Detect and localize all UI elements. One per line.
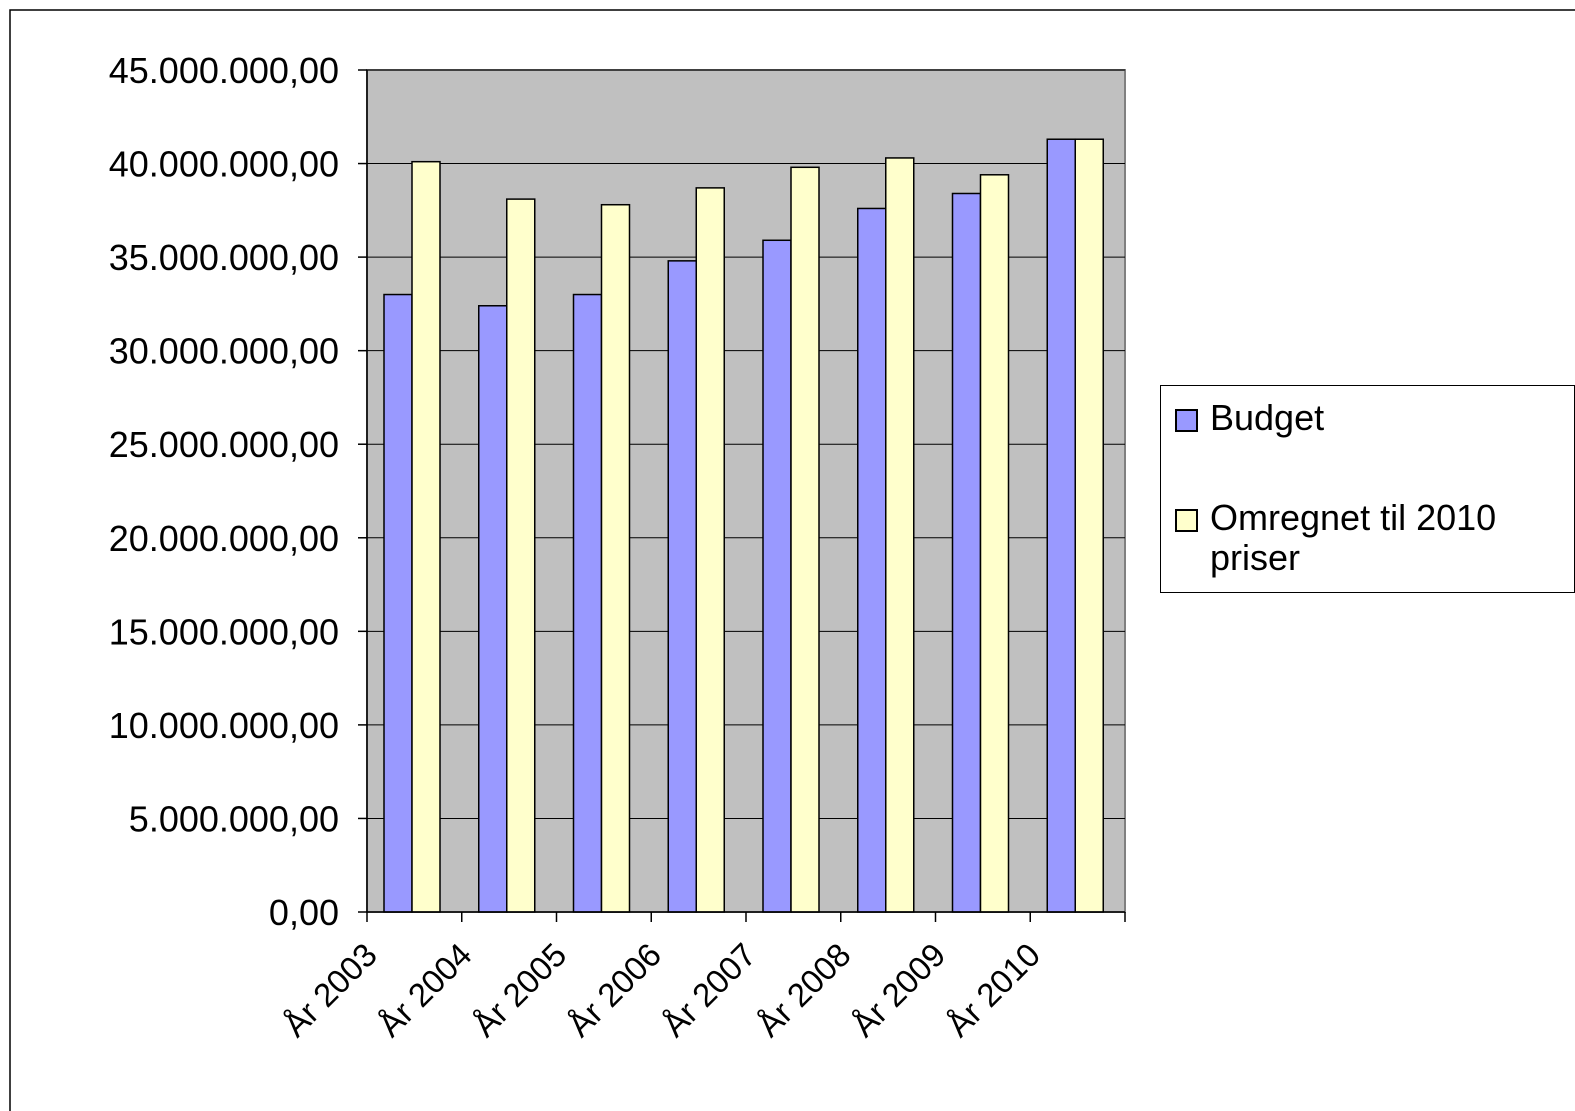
- bar-budget-3: [667, 260, 697, 913]
- legend-swatch-omregnet: [1175, 509, 1198, 532]
- y-tick-label: 25.000.000,00: [109, 424, 339, 465]
- bar-omregnet-0: [411, 160, 441, 913]
- bar-budget-4: [762, 239, 792, 913]
- bar-omregnet-2: [600, 203, 631, 913]
- bar-budget-6: [951, 192, 982, 913]
- bar-budget-0: [383, 293, 413, 913]
- bar-budget-2: [572, 293, 603, 913]
- legend-label-omregnet: Omregnet til 2010 priser: [1210, 497, 1497, 578]
- y-tick-label: 0,00: [269, 892, 339, 933]
- y-tick-label: 35.000.000,00: [109, 237, 339, 278]
- y-tick-label: 20.000.000,00: [109, 518, 339, 559]
- y-tick-label: 45.000.000,00: [109, 50, 339, 91]
- legend-label-budget: Budget: [1210, 397, 1325, 438]
- bar-omregnet-4: [790, 166, 820, 913]
- bar-budget-5: [857, 207, 887, 913]
- y-tick-label: 5.000.000,00: [129, 798, 339, 839]
- bar-budget-1: [478, 305, 508, 913]
- bar-budget-7: [1046, 138, 1076, 913]
- legend-item-budget: Budget: [1175, 398, 1575, 438]
- y-tick-label: 40.000.000,00: [109, 144, 339, 185]
- bar-omregnet-3: [695, 187, 725, 913]
- bars: [383, 138, 1104, 913]
- bar-omregnet-1: [506, 198, 536, 913]
- y-tick-label: 15.000.000,00: [109, 611, 339, 652]
- bar-omregnet-7: [1074, 138, 1104, 913]
- legend: Budget Omregnet til 2010 priser: [1160, 385, 1575, 593]
- bar-omregnet-5: [885, 157, 915, 913]
- legend-swatch-budget: [1175, 409, 1198, 432]
- y-axis: 0,00 5.000.000,00 10.000.000,00 15.000.000,…: [109, 50, 368, 933]
- y-tick-label: 10.000.000,00: [109, 705, 339, 746]
- bar-omregnet-6: [979, 174, 1010, 913]
- y-tick-label: 30.000.000,00: [109, 331, 339, 372]
- legend-item-omregnet: Omregnet til 2010 priser: [1175, 498, 1575, 578]
